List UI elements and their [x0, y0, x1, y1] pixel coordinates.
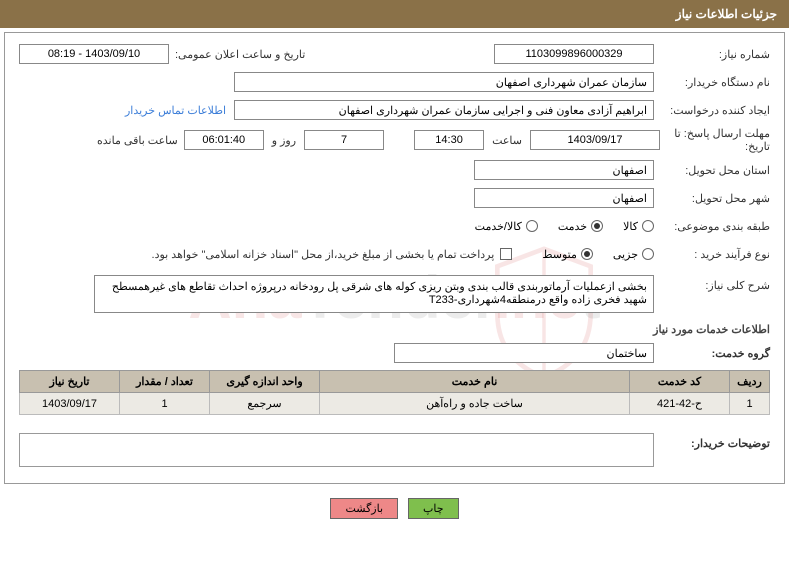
deadline-label2: تاریخ: — [666, 140, 770, 153]
th-name: نام خدمت — [320, 371, 630, 393]
th-code: کد خدمت — [630, 371, 730, 393]
province-label: استان محل تحویل: — [660, 164, 770, 177]
city-label: شهر محل تحویل: — [660, 192, 770, 205]
requester-label: ایجاد کننده درخواست: — [660, 104, 770, 117]
cell-code: ح-42-421 — [630, 393, 730, 415]
announce-date-label: تاریخ و ساعت اعلان عمومی: — [175, 48, 305, 61]
payment-checkbox[interactable] — [500, 248, 512, 260]
services-table: ردیف کد خدمت نام خدمت واحد اندازه گیری ت… — [19, 370, 770, 415]
cell-index: 1 — [730, 393, 770, 415]
need-number-value: 1103099896000329 — [494, 44, 654, 64]
deadline-remain: 06:01:40 — [184, 130, 264, 150]
cell-qty: 1 — [120, 393, 210, 415]
payment-note: پرداخت تمام یا بخشی از مبلغ خرید،از محل … — [152, 248, 495, 261]
category-label: طبقه بندی موضوعی: — [660, 220, 770, 233]
service-group-label: گروه خدمت: — [660, 347, 770, 360]
contact-link[interactable]: اطلاعات تماس خریدار — [125, 104, 226, 117]
content-panel: AnaTender.net شماره نیاز: 11030998960003… — [4, 32, 785, 484]
process-opt-minor: جزیی — [613, 248, 638, 261]
process-opt-medium: متوسط — [542, 248, 577, 261]
deadline-days: 7 — [304, 130, 384, 150]
description-label: شرح کلی نیاز: — [660, 275, 770, 292]
deadline-date: 1403/09/17 — [530, 130, 660, 150]
buyer-notes-label: توضیحات خریدار: — [660, 429, 770, 450]
process-radio-minor[interactable] — [642, 248, 654, 260]
service-group-value: ساختمان — [394, 343, 654, 363]
category-radio-both[interactable] — [526, 220, 538, 232]
remain-label: ساعت باقی مانده — [97, 134, 178, 147]
process-radio-medium[interactable] — [581, 248, 593, 260]
time-label: ساعت — [492, 134, 522, 147]
service-info-title: اطلاعات خدمات مورد نیاز — [19, 323, 770, 336]
requester-value: ابراهیم آزادی معاون فنی و اجرایی سازمان … — [234, 100, 654, 120]
table-row: 1 ح-42-421 ساخت جاده و راه‌آهن سرجمع 1 1… — [20, 393, 770, 415]
cell-unit: سرجمع — [210, 393, 320, 415]
process-label: نوع فرآیند خرید : — [660, 248, 770, 261]
deadline-label1: مهلت ارسال پاسخ: تا — [666, 127, 770, 140]
need-number-label: شماره نیاز: — [660, 48, 770, 61]
th-unit: واحد اندازه گیری — [210, 371, 320, 393]
category-radio-service[interactable] — [591, 220, 603, 232]
category-opt-both: کالا/خدمت — [475, 220, 522, 233]
th-date: تاریخ نیاز — [20, 371, 120, 393]
print-button[interactable]: چاپ — [408, 498, 459, 519]
category-opt-service: خدمت — [558, 220, 587, 233]
buyer-org-label: نام دستگاه خریدار: — [660, 76, 770, 89]
th-index: ردیف — [730, 371, 770, 393]
cell-date: 1403/09/17 — [20, 393, 120, 415]
th-qty: تعداد / مقدار — [120, 371, 210, 393]
city-value: اصفهان — [474, 188, 654, 208]
category-radio-goods[interactable] — [642, 220, 654, 232]
days-label: روز و — [272, 134, 296, 147]
back-button[interactable]: بازگشت — [330, 498, 398, 519]
button-bar: چاپ بازگشت — [0, 488, 789, 529]
deadline-time: 14:30 — [414, 130, 484, 150]
province-value: اصفهان — [474, 160, 654, 180]
page-title: جزئیات اطلاعات نیاز — [676, 7, 777, 21]
cell-name: ساخت جاده و راه‌آهن — [320, 393, 630, 415]
category-opt-goods: کالا — [623, 220, 638, 233]
description-text: بخشی ازعملیات آرماتوربندی قالب بندی وبتن… — [94, 275, 654, 313]
announce-date-value: 1403/09/10 - 08:19 — [19, 44, 169, 64]
buyer-notes-box — [19, 433, 654, 467]
page-header: جزئیات اطلاعات نیاز — [0, 0, 789, 28]
buyer-org-value: سازمان عمران شهرداری اصفهان — [234, 72, 654, 92]
